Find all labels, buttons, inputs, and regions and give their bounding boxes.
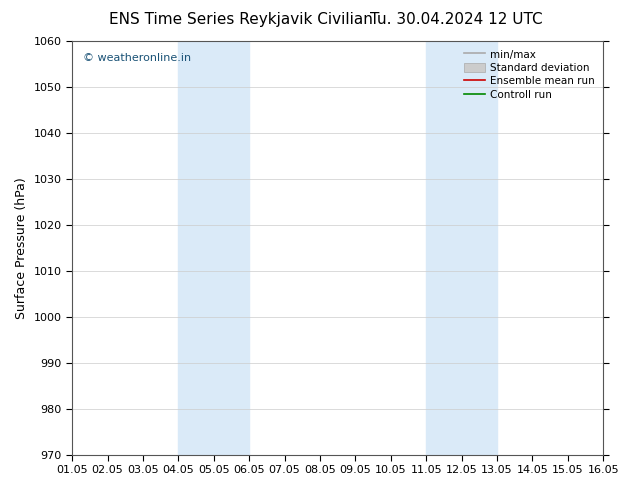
Legend: min/max, Standard deviation, Ensemble mean run, Controll run: min/max, Standard deviation, Ensemble me… xyxy=(461,46,598,103)
Text: © weatheronline.in: © weatheronline.in xyxy=(82,53,191,64)
Y-axis label: Surface Pressure (hPa): Surface Pressure (hPa) xyxy=(15,177,28,318)
Text: Tu. 30.04.2024 12 UTC: Tu. 30.04.2024 12 UTC xyxy=(370,12,543,27)
Bar xyxy=(426,41,497,455)
Text: ENS Time Series Reykjavik Civilian: ENS Time Series Reykjavik Civilian xyxy=(109,12,373,27)
Bar xyxy=(178,41,249,455)
